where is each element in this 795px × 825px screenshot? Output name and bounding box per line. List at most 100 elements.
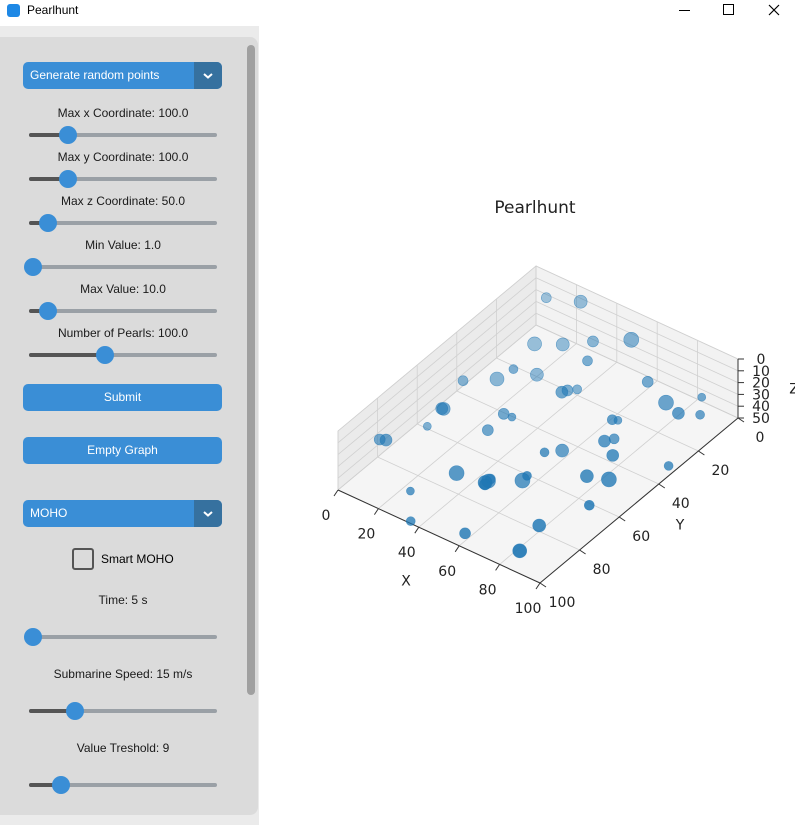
dropdown-text: MOHO bbox=[30, 506, 68, 520]
pearl-point bbox=[583, 499, 595, 511]
pearl-point bbox=[527, 336, 542, 352]
pearl-point bbox=[489, 371, 505, 387]
pearl-point bbox=[539, 447, 550, 458]
pearl-point bbox=[457, 375, 469, 387]
title-bar: Pearlhunt bbox=[0, 0, 795, 22]
slider-knob[interactable] bbox=[59, 170, 77, 188]
slider-label: Max y Coordinate: 100.0 bbox=[57, 150, 189, 164]
grid-line bbox=[377, 456, 580, 551]
grid-line bbox=[337, 312, 537, 479]
x-tick-label: 40 bbox=[398, 545, 416, 561]
slider[interactable] bbox=[29, 702, 217, 720]
pearl-point bbox=[530, 367, 544, 382]
pearl-point bbox=[540, 292, 552, 304]
algorithm-dropdown[interactable]: MOHO bbox=[23, 500, 222, 527]
slider[interactable] bbox=[29, 346, 217, 364]
slider-knob[interactable] bbox=[24, 628, 42, 646]
slider-knob[interactable] bbox=[59, 126, 77, 144]
minimize-button[interactable] bbox=[679, 10, 690, 11]
pearl-point bbox=[672, 406, 685, 420]
slider-fill bbox=[29, 783, 61, 787]
y-tick-label: 40 bbox=[672, 496, 690, 512]
z-tick-label: 40 bbox=[752, 399, 770, 415]
grid-line bbox=[417, 423, 620, 518]
slider-knob[interactable] bbox=[39, 214, 57, 232]
tick-mark bbox=[495, 564, 501, 571]
pearl-point bbox=[695, 409, 705, 420]
slider-label: Max x Coordinate: 100.0 bbox=[57, 106, 189, 120]
slider-label: Min Value: 1.0 bbox=[85, 238, 161, 252]
y-tick-label: 60 bbox=[632, 529, 650, 545]
x-tick-label: 0 bbox=[322, 508, 331, 524]
pearl-point bbox=[479, 478, 491, 491]
pearl-point bbox=[587, 335, 599, 348]
slider-knob[interactable] bbox=[39, 302, 57, 320]
tick-mark bbox=[698, 450, 705, 456]
slider-label: Max z Coordinate: 50.0 bbox=[60, 194, 186, 208]
y-tick-label: 0 bbox=[756, 430, 765, 446]
pearl-point bbox=[580, 469, 594, 483]
maximize-button[interactable] bbox=[723, 4, 734, 15]
close-button[interactable] bbox=[768, 4, 780, 16]
dropdown-text: Generate random points bbox=[30, 68, 160, 82]
app-icon bbox=[7, 4, 20, 17]
x-tick-label: 80 bbox=[479, 582, 497, 598]
pearl-point bbox=[512, 543, 528, 559]
slider-fill bbox=[29, 133, 68, 137]
checkbox[interactable] bbox=[72, 548, 94, 570]
slider-fill bbox=[29, 309, 48, 313]
grid-line bbox=[535, 277, 739, 372]
generator-dropdown[interactable]: Generate random points bbox=[23, 62, 222, 89]
slider-knob[interactable] bbox=[66, 702, 84, 720]
scrollbar[interactable] bbox=[247, 45, 255, 695]
x-axis bbox=[337, 489, 541, 584]
submit-button[interactable]: Submit bbox=[23, 384, 222, 411]
setting-label: Submarine Speed: 15 m/s bbox=[53, 667, 193, 681]
slider-label: Max Value: 10.0 bbox=[80, 282, 166, 296]
window-title: Pearlhunt bbox=[27, 3, 79, 17]
x-tick-label: 20 bbox=[357, 527, 375, 543]
slider[interactable] bbox=[29, 776, 217, 794]
grid-line bbox=[456, 390, 659, 485]
pearl-point bbox=[606, 449, 620, 462]
slider-fill bbox=[29, 709, 75, 713]
pearl-point bbox=[598, 434, 611, 448]
z-tick-label: 20 bbox=[752, 376, 770, 392]
y-tick-label: 100 bbox=[549, 595, 576, 611]
slider[interactable] bbox=[29, 126, 217, 144]
pearl-point bbox=[436, 402, 451, 416]
slider[interactable] bbox=[29, 170, 217, 188]
grid-line bbox=[337, 289, 537, 455]
grid-line bbox=[535, 312, 739, 407]
x-tick-label: 100 bbox=[515, 601, 542, 617]
tick-mark bbox=[454, 545, 460, 553]
pearl-point bbox=[405, 516, 416, 526]
empty-graph-button[interactable]: Empty Graph bbox=[23, 437, 222, 464]
grid-line bbox=[535, 301, 739, 395]
slider-knob[interactable] bbox=[52, 776, 70, 794]
tick-mark bbox=[658, 483, 666, 489]
pearl-point bbox=[697, 392, 707, 402]
pearl-point bbox=[608, 433, 620, 445]
pearl-point bbox=[641, 376, 654, 388]
slider[interactable] bbox=[29, 214, 217, 232]
pearl-point bbox=[572, 384, 583, 395]
slider[interactable] bbox=[24, 258, 217, 276]
pearl-point bbox=[508, 364, 519, 374]
x-axis-label: X bbox=[401, 574, 411, 590]
slider[interactable] bbox=[29, 302, 217, 320]
slider-knob[interactable] bbox=[24, 258, 42, 276]
pearl-point bbox=[507, 412, 517, 422]
slider-label: Number of Pearls: 100.0 bbox=[57, 326, 189, 340]
y-tick-label: 20 bbox=[711, 463, 729, 479]
grid-line bbox=[337, 277, 537, 444]
z-tick-label: 10 bbox=[752, 364, 770, 380]
tick-mark bbox=[414, 526, 420, 534]
pearl-point bbox=[514, 472, 531, 489]
tick-mark bbox=[618, 516, 626, 522]
slider-knob[interactable] bbox=[96, 346, 114, 364]
grid-line bbox=[418, 361, 618, 528]
slider[interactable] bbox=[24, 628, 217, 646]
z-tick-label: 0 bbox=[757, 352, 766, 368]
